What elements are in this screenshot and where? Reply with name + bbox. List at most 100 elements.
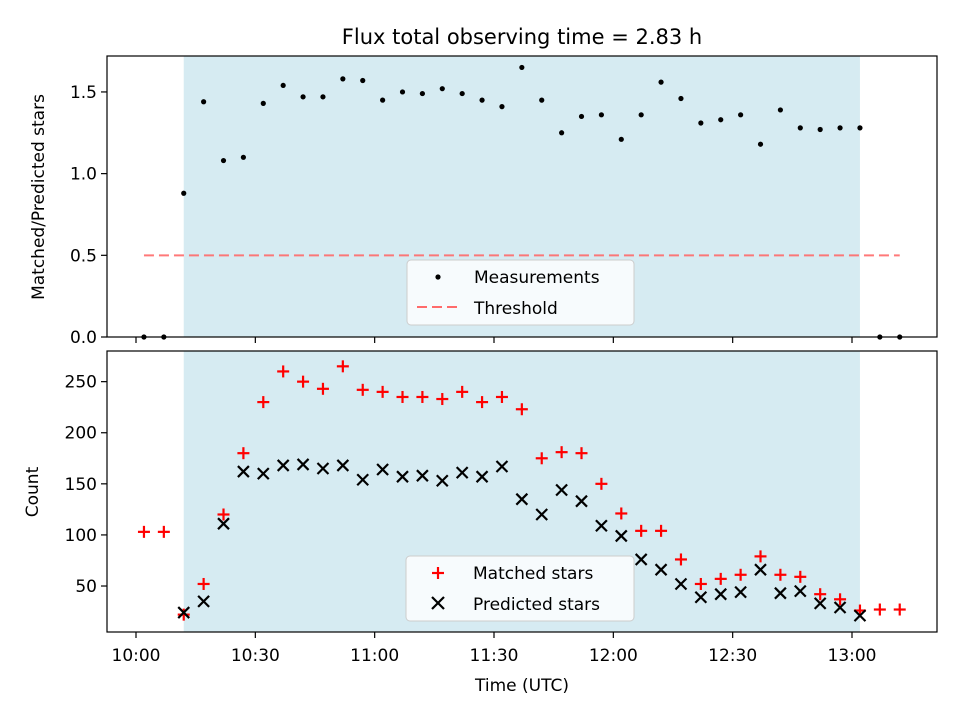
- matched-stars-point: [356, 383, 369, 396]
- measurement-point: [797, 125, 803, 131]
- matched-stars-point: [376, 385, 389, 398]
- predicted-stars-point: [257, 467, 270, 480]
- bottom-axes-frame: [106, 350, 938, 633]
- measurement-point: [837, 125, 843, 131]
- measurement-point: [817, 126, 823, 133]
- measurement-point: [738, 112, 744, 118]
- predicted-stars-point: [197, 595, 210, 608]
- matched-stars-point: [694, 577, 707, 590]
- matched-stars-point: [714, 572, 727, 585]
- matched-stars-point: [277, 365, 290, 378]
- legend-measurements-marker: [435, 274, 441, 280]
- y-tick-label: 0.5: [70, 246, 97, 266]
- matched-stars-point: [416, 390, 429, 403]
- predicted-stars-point: [535, 508, 549, 521]
- matched-stars-point: [336, 360, 349, 373]
- measurement-point: [479, 97, 485, 103]
- predicted-stars-point: [654, 563, 668, 576]
- matched-stars-point: [674, 553, 687, 566]
- y-tick-label: 150: [65, 475, 97, 495]
- bottom-x-ticks: 10:00 10:30 11:00 11:30 12:00 12:30 13:00: [112, 632, 877, 666]
- matched-stars-point: [436, 393, 449, 406]
- matched-stars-point: [197, 577, 210, 590]
- predicted-stars-point: [714, 587, 728, 601]
- predicted-stars-point: [455, 466, 469, 479]
- predicted-stars-point: [376, 463, 389, 476]
- y-tick-label: 100: [65, 526, 97, 546]
- measurement-point: [598, 112, 605, 118]
- measurement-point: [201, 99, 207, 105]
- bottom-y-ticks: 50 100 150 200 250: [65, 373, 107, 597]
- measurement-point: [320, 94, 326, 100]
- predicted-stars-point: [177, 606, 191, 619]
- chart-title: Flux total observing time = 2.83 h: [342, 25, 702, 49]
- measurement-point: [698, 120, 704, 126]
- predicted-stars-point: [356, 473, 370, 487]
- predicted-stars-point: [475, 470, 489, 483]
- y-tick-label: 200: [65, 424, 97, 444]
- matched-stars-point: [834, 593, 847, 606]
- matched-stars-point: [217, 508, 230, 521]
- predicted-stars-point: [336, 459, 350, 472]
- matched-stars-point: [555, 446, 568, 459]
- top-x-ticks: [135, 337, 853, 343]
- matched-stars-point: [476, 396, 489, 409]
- legend-threshold-label: Threshold: [473, 299, 558, 319]
- predicted-stars-point: [276, 459, 290, 472]
- measurement-point: [618, 136, 624, 142]
- matched-stars-point: [257, 396, 270, 409]
- x-tick-label: 13:00: [828, 646, 877, 666]
- bottom-panel: 50 100 150 200 250 10:00 10:30 11:00 11:30 12:00…: [23, 350, 938, 696]
- x-tick-label: 10:30: [231, 646, 280, 666]
- matched-stars-point: [396, 390, 409, 403]
- matched-stars-point: [794, 570, 807, 583]
- predicted-stars-point: [237, 465, 250, 478]
- measurement-point: [857, 125, 863, 131]
- predicted-stars-point: [595, 519, 608, 533]
- matched-stars-point: [515, 403, 528, 416]
- legend-predicted-marker: [431, 596, 445, 610]
- x-tick-label: 11:00: [350, 646, 399, 666]
- predicted-stars-point: [316, 462, 330, 475]
- predicted-stars-point: [754, 563, 767, 576]
- matched-stars-point: [575, 447, 588, 460]
- predicted-stars-point: [694, 590, 708, 604]
- matched-stars-point: [137, 525, 150, 538]
- measurement-point: [757, 141, 764, 147]
- measurement-point: [260, 100, 266, 106]
- measurement-point: [519, 64, 525, 71]
- bottom-y-axis-label: Count: [23, 466, 43, 517]
- measurement-point: [360, 77, 366, 84]
- measurement-point: [399, 89, 406, 95]
- predicted-stars-point: [555, 483, 568, 497]
- predicted-stars-point: [813, 597, 827, 610]
- matched-stars-point: [655, 524, 668, 537]
- matched-stars-point: [237, 447, 250, 460]
- y-tick-label: 1.0: [70, 165, 97, 185]
- x-tick-label: 12:30: [708, 646, 757, 666]
- bottom-legend-box: [405, 555, 635, 622]
- top-panel: 0.0 0.5 1.0 1.5 Matched/Predicted stars Mea…: [29, 55, 938, 348]
- legend-matched-label: Matched stars: [473, 564, 593, 584]
- matched-stars-point: [893, 603, 906, 616]
- x-tick-label: 11:30: [470, 646, 519, 666]
- predicted-stars-point: [853, 609, 867, 622]
- predicted-stars-points: [177, 458, 867, 622]
- top-y-ticks: 0.0 0.5 1.0 1.5: [70, 83, 107, 348]
- predicted-stars-point: [615, 529, 628, 543]
- y-tick-label: 250: [65, 373, 97, 393]
- legend-measurements-label: Measurements: [474, 268, 600, 288]
- x-tick-label: 12:00: [589, 646, 638, 666]
- matched-stars-point: [297, 375, 310, 388]
- predicted-stars-point: [515, 492, 529, 506]
- predicted-stars-point: [833, 601, 847, 614]
- measurement-point: [578, 113, 585, 120]
- measurement-point: [777, 107, 784, 113]
- matched-stars-point: [495, 390, 508, 403]
- measurement-point: [240, 154, 246, 160]
- measurement-point: [380, 97, 386, 103]
- measurement-point: [340, 76, 346, 82]
- x-tick-label: 10:00: [112, 646, 161, 666]
- top-legend-box: [406, 259, 635, 326]
